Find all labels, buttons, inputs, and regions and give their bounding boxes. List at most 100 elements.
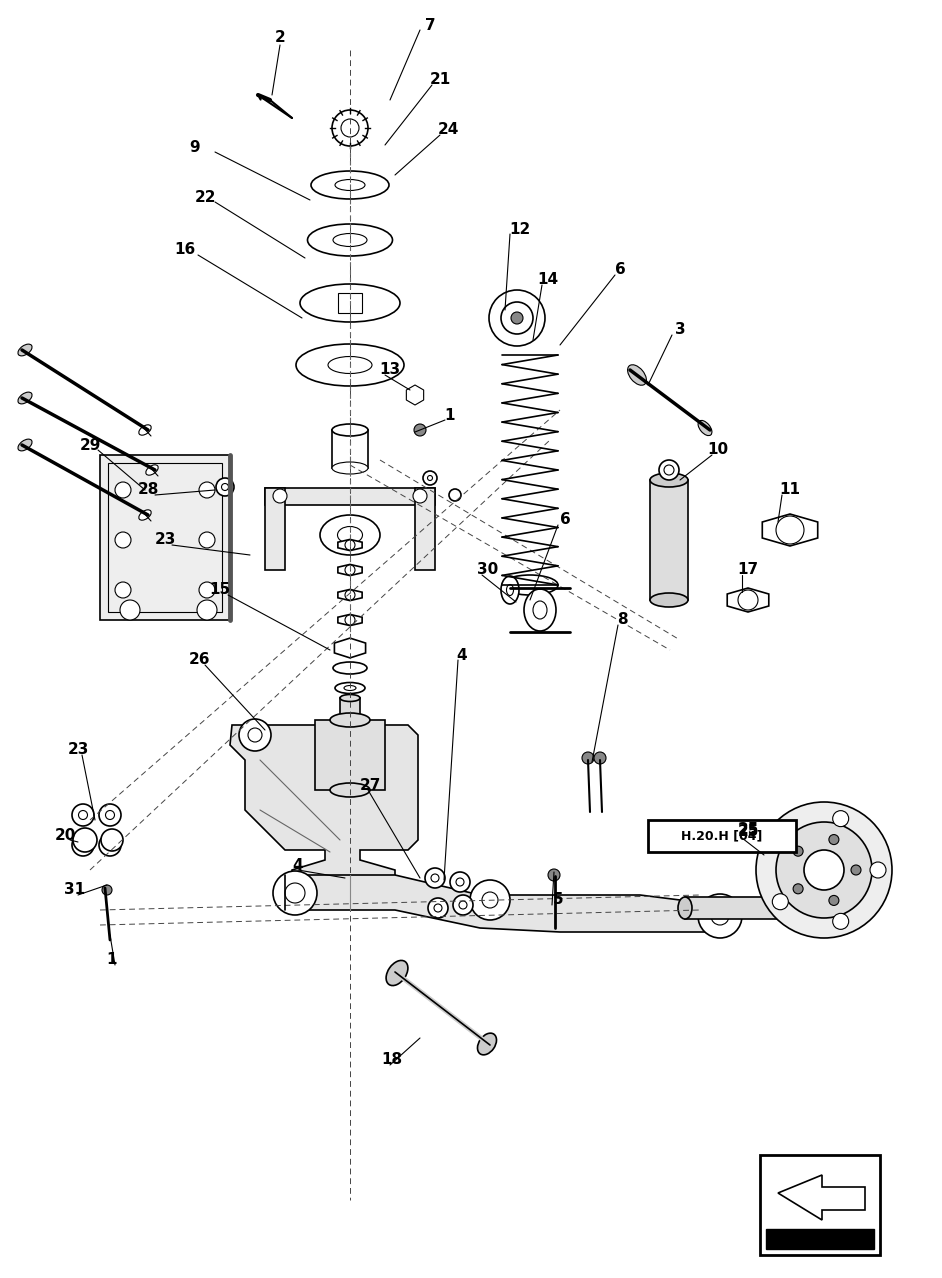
- Ellipse shape: [333, 234, 367, 247]
- Polygon shape: [338, 565, 362, 575]
- Ellipse shape: [221, 483, 229, 491]
- Circle shape: [199, 581, 215, 598]
- Text: 10: 10: [707, 442, 728, 458]
- Text: 21: 21: [430, 73, 450, 87]
- Circle shape: [413, 489, 427, 504]
- Ellipse shape: [335, 179, 365, 190]
- Circle shape: [197, 599, 217, 620]
- Ellipse shape: [502, 575, 558, 596]
- Ellipse shape: [72, 835, 94, 856]
- Circle shape: [345, 615, 355, 625]
- Ellipse shape: [99, 804, 121, 826]
- Text: 11: 11: [779, 483, 801, 497]
- Text: 1: 1: [106, 952, 117, 967]
- Circle shape: [772, 893, 788, 910]
- Ellipse shape: [431, 874, 439, 882]
- Circle shape: [793, 884, 804, 893]
- Text: 5: 5: [553, 892, 563, 907]
- Ellipse shape: [328, 357, 372, 373]
- Ellipse shape: [425, 868, 445, 888]
- Ellipse shape: [450, 872, 470, 892]
- Polygon shape: [406, 385, 424, 405]
- Circle shape: [501, 302, 533, 334]
- Text: 6: 6: [614, 262, 625, 277]
- Bar: [100, 455, 230, 620]
- Polygon shape: [778, 1174, 865, 1220]
- Circle shape: [115, 482, 131, 498]
- Ellipse shape: [678, 897, 692, 919]
- Ellipse shape: [138, 424, 151, 436]
- Circle shape: [199, 482, 215, 498]
- Text: 12: 12: [510, 222, 530, 238]
- Text: 28: 28: [138, 483, 158, 497]
- Circle shape: [239, 720, 271, 751]
- Ellipse shape: [101, 829, 123, 851]
- Text: 27: 27: [359, 777, 381, 792]
- Ellipse shape: [650, 593, 688, 607]
- Circle shape: [285, 883, 305, 904]
- Ellipse shape: [73, 828, 97, 852]
- Text: 14: 14: [538, 272, 559, 288]
- Circle shape: [248, 728, 262, 743]
- Ellipse shape: [307, 224, 393, 256]
- Circle shape: [793, 846, 804, 856]
- Ellipse shape: [18, 392, 32, 404]
- Ellipse shape: [459, 901, 467, 909]
- Text: 30: 30: [478, 562, 498, 578]
- Ellipse shape: [300, 284, 400, 322]
- Bar: [108, 463, 222, 612]
- Ellipse shape: [72, 804, 94, 826]
- Text: 24: 24: [437, 123, 459, 138]
- Bar: [648, 820, 796, 852]
- Polygon shape: [265, 488, 435, 505]
- Circle shape: [829, 835, 839, 845]
- Circle shape: [582, 751, 594, 764]
- Circle shape: [341, 119, 359, 137]
- Text: 4: 4: [293, 858, 303, 873]
- Circle shape: [345, 590, 355, 599]
- Ellipse shape: [333, 662, 367, 674]
- Circle shape: [332, 110, 368, 146]
- Bar: [338, 293, 362, 313]
- Circle shape: [851, 865, 861, 875]
- Ellipse shape: [106, 810, 115, 819]
- Circle shape: [199, 532, 215, 548]
- Ellipse shape: [650, 473, 688, 487]
- Ellipse shape: [146, 465, 158, 475]
- Text: 3: 3: [674, 322, 686, 337]
- Polygon shape: [338, 615, 362, 626]
- Ellipse shape: [138, 510, 151, 520]
- Circle shape: [102, 884, 112, 895]
- Ellipse shape: [18, 440, 32, 451]
- Ellipse shape: [344, 685, 356, 690]
- Ellipse shape: [453, 895, 473, 915]
- Text: 2: 2: [275, 31, 285, 46]
- Ellipse shape: [296, 344, 404, 386]
- Circle shape: [273, 872, 317, 915]
- Polygon shape: [285, 875, 720, 932]
- Ellipse shape: [332, 424, 368, 436]
- Ellipse shape: [335, 682, 365, 694]
- Circle shape: [482, 892, 498, 907]
- Ellipse shape: [698, 420, 712, 436]
- Ellipse shape: [340, 694, 360, 702]
- Ellipse shape: [478, 1033, 496, 1054]
- Bar: [650, 481, 688, 599]
- Text: 23: 23: [154, 533, 176, 547]
- Text: 17: 17: [738, 562, 758, 578]
- Circle shape: [489, 290, 545, 346]
- Circle shape: [115, 532, 131, 548]
- Text: 31: 31: [64, 883, 86, 897]
- Bar: [685, 897, 845, 919]
- Text: 29: 29: [79, 437, 101, 452]
- Circle shape: [470, 881, 510, 920]
- Text: 7: 7: [425, 18, 435, 32]
- Text: 18: 18: [382, 1053, 402, 1067]
- Circle shape: [772, 831, 788, 846]
- Ellipse shape: [507, 584, 513, 596]
- Circle shape: [698, 895, 742, 938]
- Circle shape: [776, 516, 804, 544]
- Ellipse shape: [330, 713, 370, 727]
- Text: 16: 16: [174, 243, 196, 257]
- Circle shape: [829, 896, 839, 905]
